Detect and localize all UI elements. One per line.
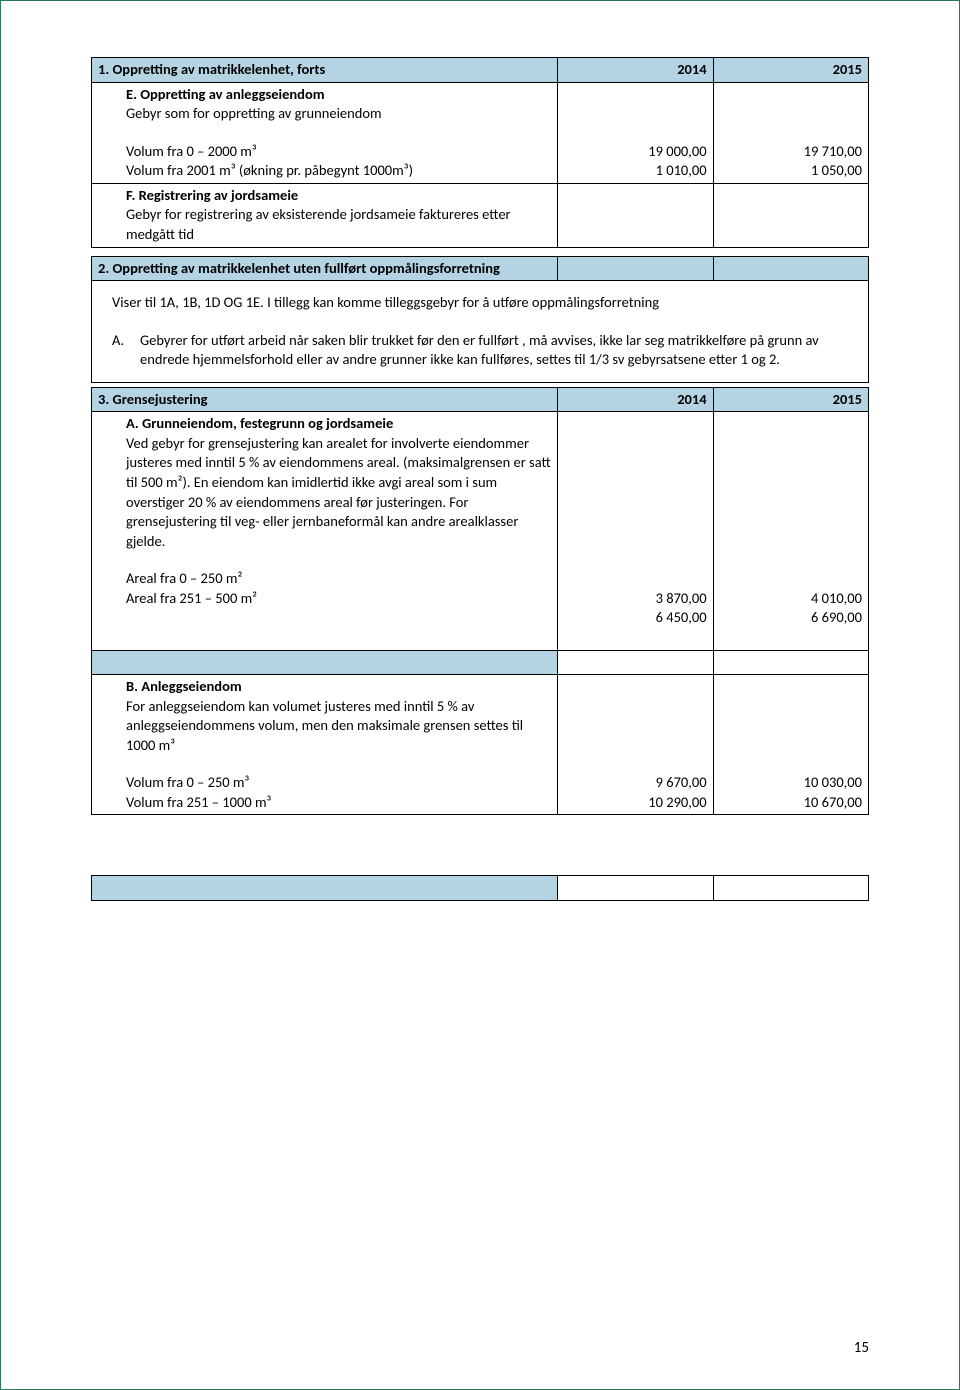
section1-year-2015: 2015 (713, 58, 868, 83)
cell-value: 6 690,00 (720, 608, 862, 628)
section3-title: 3. Grensejustering (92, 387, 558, 412)
table-section-2: 2. Oppretting av matrikkelenhet uten ful… (91, 256, 869, 383)
empty-cell (713, 256, 868, 281)
section3-b-2015: 10 030,00 10 670,00 (713, 675, 868, 815)
section1-e-title: E. Oppretting av anleggseiendom (126, 85, 551, 105)
cell-value: 10 030,00 (720, 773, 862, 793)
section1-f-title: F. Registrering av jordsameie (126, 186, 551, 206)
page-number: 15 (854, 1339, 869, 1357)
table-section-3: 3. Grensejustering 2014 2015 A. Grunneie… (91, 387, 869, 816)
section3-b-line1: Volum fra 0 – 250 m³ (126, 773, 551, 793)
section3-a-line2: Areal fra 251 – 500 m² (126, 589, 551, 609)
section3-a-block: A. Grunneiendom, festegrunn og jordsamei… (92, 412, 558, 650)
section2-a-body: Gebyrer for utført arbeid når saken blir… (140, 331, 852, 370)
section1-e-line2: Volum fra 2001 m³ (økning pr. påbegynt 1… (126, 161, 551, 181)
cell-value: 3 870,00 (564, 589, 706, 609)
cell-value: 4 010,00 (720, 589, 862, 609)
section3-a-title: A. Grunneiendom, festegrunn og jordsamei… (126, 414, 551, 434)
table-section-1: 1. Oppretting av matrikkelenhet, forts 2… (91, 57, 869, 248)
section2-p1: Viser til 1A, 1B, 1D OG 1E. I tillegg ka… (112, 293, 852, 313)
section3-a-2015: 4 010,00 6 690,00 (713, 412, 868, 650)
table-empty-footer (91, 875, 869, 901)
section3-a-body: Ved gebyr for grensejustering kan areale… (126, 434, 551, 551)
cell-value: 1 050,00 (720, 161, 862, 181)
cell-value: 19 000,00 (564, 142, 706, 162)
page: 1. Oppretting av matrikkelenhet, forts 2… (0, 0, 960, 1390)
section3-b-block: B. Anleggseiendom For anleggseiendom kan… (92, 675, 558, 815)
section2-body: Viser til 1A, 1B, 1D OG 1E. I tillegg ka… (92, 281, 869, 383)
empty-header-cell (92, 650, 558, 675)
empty-cell (713, 876, 868, 901)
section1-e-line1: Volum fra 0 – 2000 m³ (126, 142, 551, 162)
empty-cell (713, 183, 868, 247)
cell-value: 9 670,00 (564, 773, 706, 793)
section1-f-block: F. Registrering av jordsameie Gebyr for … (92, 183, 558, 247)
section3-b-2014: 9 670,00 10 290,00 (558, 675, 713, 815)
section2-a-label: A. (112, 331, 140, 370)
section1-e-sub: Gebyr som for oppretting av grunneiendom (126, 104, 551, 124)
section3-a-2014: 3 870,00 6 450,00 (558, 412, 713, 650)
section1-e-2015: 19 710,00 1 050,00 (713, 82, 868, 183)
cell-value: 10 670,00 (720, 793, 862, 813)
empty-cell (713, 650, 868, 675)
cell-value: 1 010,00 (564, 161, 706, 181)
section1-title: 1. Oppretting av matrikkelenhet, forts (92, 58, 558, 83)
section1-f-body: Gebyr for registrering av eksisterende j… (126, 205, 551, 244)
section1-e-2014: 19 000,00 1 010,00 (558, 82, 713, 183)
cell-value: 10 290,00 (564, 793, 706, 813)
section3-b-title: B. Anleggseiendom (126, 677, 551, 697)
section3-year-2014: 2014 (558, 387, 713, 412)
empty-cell (558, 256, 713, 281)
section3-a-line1: Areal fra 0 – 250 m² (126, 569, 551, 589)
section3-year-2015: 2015 (713, 387, 868, 412)
cell-value: 6 450,00 (564, 608, 706, 628)
section1-year-2014: 2014 (558, 58, 713, 83)
section2-title: 2. Oppretting av matrikkelenhet uten ful… (92, 256, 558, 281)
empty-cell (558, 650, 713, 675)
cell-value: 19 710,00 (720, 142, 862, 162)
empty-cell (558, 183, 713, 247)
section3-b-body: For anleggseiendom kan volumet justeres … (126, 697, 551, 756)
empty-cell (558, 876, 713, 901)
section3-b-line2: Volum fra 251 – 1000 m³ (126, 793, 551, 813)
section1-e-block: E. Oppretting av anleggseiendom Gebyr so… (92, 82, 558, 183)
empty-header-cell (92, 876, 558, 901)
